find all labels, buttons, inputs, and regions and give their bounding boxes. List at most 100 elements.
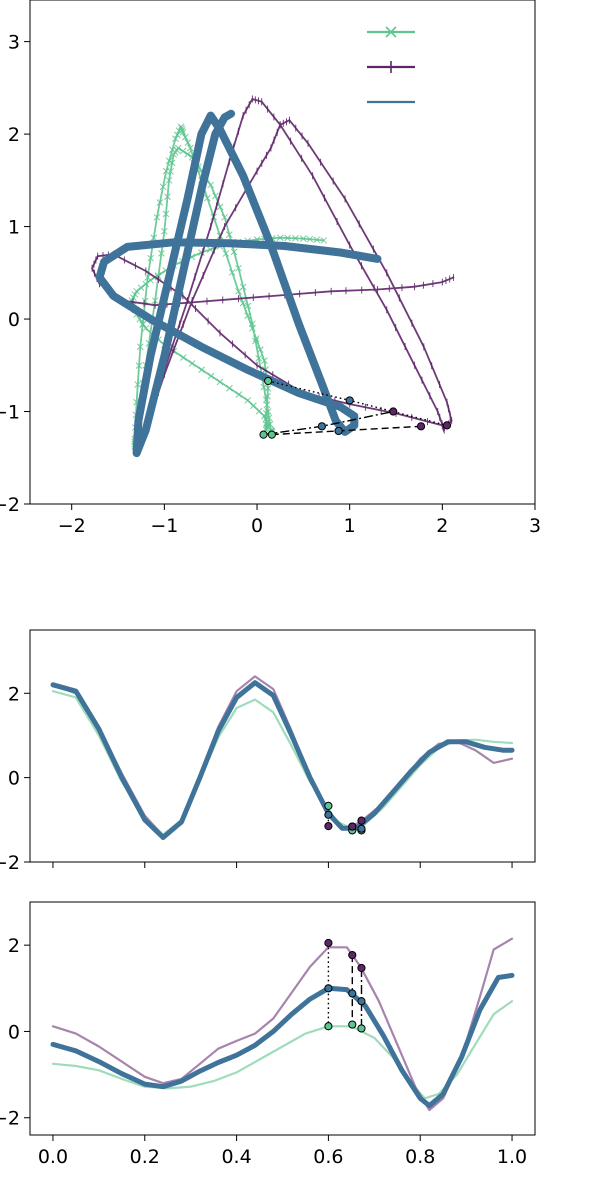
x-marker bbox=[134, 381, 142, 388]
x-marker bbox=[284, 234, 291, 242]
point-marker-green bbox=[259, 430, 268, 439]
x-tick-label: 1 bbox=[344, 515, 356, 537]
x-tick-label: 0.0 bbox=[38, 1146, 68, 1168]
y-tick-label: 3 bbox=[8, 32, 20, 54]
point-marker-blue bbox=[348, 989, 357, 998]
point-marker-purple bbox=[348, 950, 357, 960]
y-tick-label: −1 bbox=[0, 402, 20, 424]
point-marker-green bbox=[264, 376, 273, 386]
x-marker bbox=[221, 213, 228, 221]
x-marker bbox=[174, 144, 182, 152]
x-marker bbox=[203, 194, 211, 202]
y-tick-label: −2 bbox=[0, 852, 20, 874]
x-marker bbox=[256, 346, 264, 354]
x-marker bbox=[263, 401, 271, 409]
x-marker bbox=[207, 372, 215, 380]
x-marker bbox=[162, 210, 170, 218]
x-tick-label: 2 bbox=[436, 515, 448, 537]
y-tick-label: 1 bbox=[8, 217, 20, 239]
x-marker bbox=[159, 183, 167, 191]
x-marker bbox=[264, 408, 272, 415]
series-line-0 bbox=[51, 1000, 514, 1100]
x-marker bbox=[235, 391, 243, 398]
x-marker bbox=[222, 250, 230, 257]
series-line-2 bbox=[50, 680, 515, 840]
x-marker bbox=[167, 168, 174, 175]
x-tick-label: 0.2 bbox=[130, 1146, 160, 1168]
x-marker bbox=[181, 133, 189, 141]
x-tick-label: 0.8 bbox=[405, 1146, 435, 1168]
point-marker-blue bbox=[324, 810, 333, 819]
x-marker bbox=[313, 236, 321, 244]
x-marker bbox=[173, 131, 181, 139]
x-tick-label: −1 bbox=[150, 515, 178, 537]
x-marker bbox=[179, 354, 187, 361]
x-marker bbox=[168, 159, 176, 167]
point-marker-green bbox=[348, 1020, 357, 1029]
x-marker bbox=[161, 227, 168, 235]
point-marker-green bbox=[267, 430, 276, 439]
x-marker bbox=[255, 407, 263, 415]
point-marker-blue bbox=[357, 824, 366, 833]
x-series-panel: −2 0 2 bbox=[0, 629, 536, 874]
x-marker bbox=[306, 235, 314, 243]
point-marker-purple bbox=[357, 963, 366, 973]
point-marker-green bbox=[324, 801, 333, 810]
x-marker bbox=[150, 234, 158, 242]
point-marker-purple bbox=[357, 816, 366, 825]
x-marker bbox=[144, 274, 152, 281]
series-line-2 bbox=[50, 972, 515, 1109]
point-marker-green bbox=[324, 1022, 333, 1031]
x-marker bbox=[261, 357, 268, 365]
point-marker-green bbox=[357, 1024, 366, 1033]
x-marker bbox=[216, 378, 224, 386]
x-marker bbox=[198, 366, 205, 374]
axes-frame bbox=[29, 901, 536, 1136]
x-marker bbox=[225, 231, 233, 238]
x-marker bbox=[230, 248, 238, 256]
x-marker bbox=[142, 280, 150, 288]
x-marker bbox=[133, 287, 140, 295]
x-marker bbox=[131, 291, 139, 298]
axes-frame bbox=[29, 0, 536, 505]
point-marker-purple bbox=[416, 422, 426, 431]
x-marker bbox=[184, 150, 192, 158]
x-marker bbox=[292, 234, 299, 242]
point-marker-blue bbox=[345, 396, 354, 405]
series-line-1 bbox=[51, 937, 514, 1112]
point-marker-blue bbox=[357, 997, 366, 1006]
x-marker bbox=[139, 321, 146, 328]
x-marker bbox=[299, 235, 307, 242]
x-marker bbox=[239, 299, 247, 307]
axes-frame bbox=[29, 629, 536, 863]
series-line-0 bbox=[130, 125, 325, 448]
legend bbox=[367, 26, 415, 104]
point-marker-purple bbox=[389, 407, 398, 416]
x-tick-label: 3 bbox=[529, 515, 541, 537]
x-marker bbox=[147, 254, 154, 262]
series-line-2 bbox=[95, 109, 382, 458]
x-marker bbox=[135, 362, 143, 370]
x-marker bbox=[165, 176, 173, 184]
x-marker bbox=[175, 127, 183, 135]
point-marker-purple bbox=[442, 421, 452, 430]
x-tick-label: 0.6 bbox=[313, 1146, 343, 1168]
x-marker bbox=[226, 384, 233, 392]
y-tick-label: 0 bbox=[8, 309, 20, 331]
y-tick-label: 0 bbox=[8, 768, 20, 790]
x-tick-label: 1.0 bbox=[497, 1146, 527, 1168]
x-marker bbox=[153, 213, 161, 221]
x-marker bbox=[156, 199, 164, 206]
point-marker-blue bbox=[324, 984, 333, 993]
x-marker bbox=[177, 123, 185, 131]
trajectory-panel: −2 −1 0 1 2 3 −2 −1 0 1 2 3 bbox=[0, 0, 541, 537]
point-marker-blue bbox=[334, 426, 343, 436]
x-marker bbox=[186, 144, 194, 152]
x-marker bbox=[207, 181, 215, 189]
x-tick-label: 0.4 bbox=[221, 1146, 251, 1168]
x-tick-label: −2 bbox=[58, 515, 86, 537]
series-markers-0 bbox=[128, 123, 328, 451]
x-marker bbox=[184, 139, 192, 146]
x-marker bbox=[266, 420, 274, 428]
x-marker bbox=[249, 320, 256, 328]
